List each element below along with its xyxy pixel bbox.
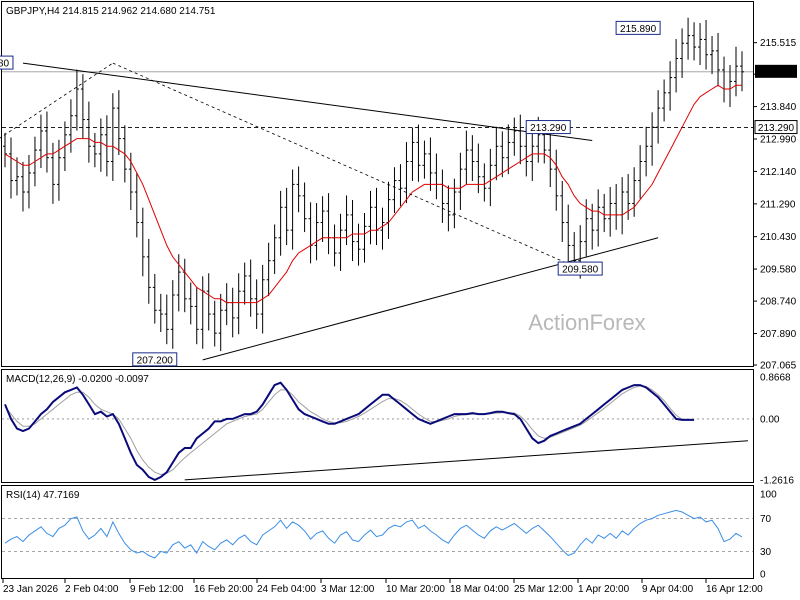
rsi-title: RSI(14) 47.7169 <box>6 490 80 501</box>
trendline-dashed-up <box>0 62 114 139</box>
price-y-tick-label: 210.430 <box>760 232 797 243</box>
current-price-label: 214.751 <box>758 67 795 78</box>
current-price-box <box>755 64 797 78</box>
rsi-y-tick-label: 100 <box>760 490 777 501</box>
annotation-box <box>132 352 178 367</box>
trendline-lower <box>202 237 659 361</box>
macd-line <box>4 381 695 482</box>
chart-header: GBPJPY,H4 214.815 214.962 214.680 214.75… <box>6 6 216 17</box>
x-tick-label: 16 Feb 20:00 <box>194 584 253 595</box>
macd-panel-frame <box>1 369 754 483</box>
level-price-label: 213.290 <box>758 123 795 134</box>
annotation-box <box>0 55 14 70</box>
price-y-tick-label: 209.580 <box>760 265 797 276</box>
axis-layer: 215.515214.690213.840212.990212.140211.2… <box>2 38 798 595</box>
macd-signal-line <box>4 385 695 476</box>
macd-y-tick-label: 0.00 <box>760 414 780 425</box>
x-tick-label: 25 Mar 12:00 <box>514 584 573 595</box>
annotation-label: 207.200 <box>137 355 174 366</box>
x-tick-label: 16 Apr 12:00 <box>706 584 763 595</box>
price-y-tick-label: 208.740 <box>760 297 797 308</box>
trendline-upper <box>22 62 593 142</box>
annotation-label: 215.890 <box>620 24 657 35</box>
macd-title: MACD(12,26,9) -0.0200 -0.0097 <box>6 374 149 385</box>
price-y-tick-label: 212.140 <box>760 167 797 178</box>
rsi-y-tick-label: 0 <box>760 570 766 581</box>
x-tick-label: 9 Apr 04:00 <box>642 584 694 595</box>
price-layer: 214.980 207.200 213.290 209.580 215.890 <box>0 17 753 367</box>
level-price-box <box>754 120 798 135</box>
macd-trendline <box>184 440 749 481</box>
x-tick-label: 10 Mar 20:00 <box>386 584 445 595</box>
x-tick-label: 2 Feb 04:00 <box>65 584 119 595</box>
x-tick-label: 1 Apr 20:00 <box>578 584 630 595</box>
rsi-y-tick-label: 30 <box>760 547 772 558</box>
rsi-panel-frame <box>1 485 754 579</box>
price-panel-frame <box>1 1 754 367</box>
x-tick-label: 18 Mar 04:00 <box>450 584 509 595</box>
macd-y-tick-label: -1.2616 <box>760 476 794 487</box>
annotation-label: 214.980 <box>0 59 9 70</box>
trendline-dashed-diag <box>112 62 581 270</box>
rsi-y-tick-label: 70 <box>760 514 772 525</box>
price-y-tick-label: 212.990 <box>760 134 797 145</box>
x-tick-label: 3 Mar 12:00 <box>321 584 375 595</box>
rsi-layer <box>2 509 753 559</box>
moving-average-line <box>4 84 742 304</box>
x-tick-label: 24 Feb 04:00 <box>257 584 316 595</box>
macd-layer <box>2 381 753 482</box>
rsi-line <box>4 509 743 559</box>
x-tick-label: 23 Jan 2026 <box>3 584 58 595</box>
price-y-tick-label: 207.065 <box>760 361 797 372</box>
price-y-tick-label: 211.290 <box>760 199 796 210</box>
annotation-box <box>557 261 603 276</box>
annotation-label: 209.580 <box>562 265 599 276</box>
annotation-label: 213.290 <box>530 123 567 134</box>
price-y-tick-label: 207.890 <box>760 329 797 340</box>
price-y-tick-label: 215.515 <box>760 38 797 49</box>
macd-y-tick-label: 0.8668 <box>760 373 791 384</box>
annotation-box <box>615 20 661 35</box>
watermark: ActionForex <box>528 310 645 335</box>
annotation-box <box>525 120 571 135</box>
x-tick-label: 9 Feb 12:00 <box>130 584 184 595</box>
price-y-tick-label: 213.840 <box>760 102 797 113</box>
